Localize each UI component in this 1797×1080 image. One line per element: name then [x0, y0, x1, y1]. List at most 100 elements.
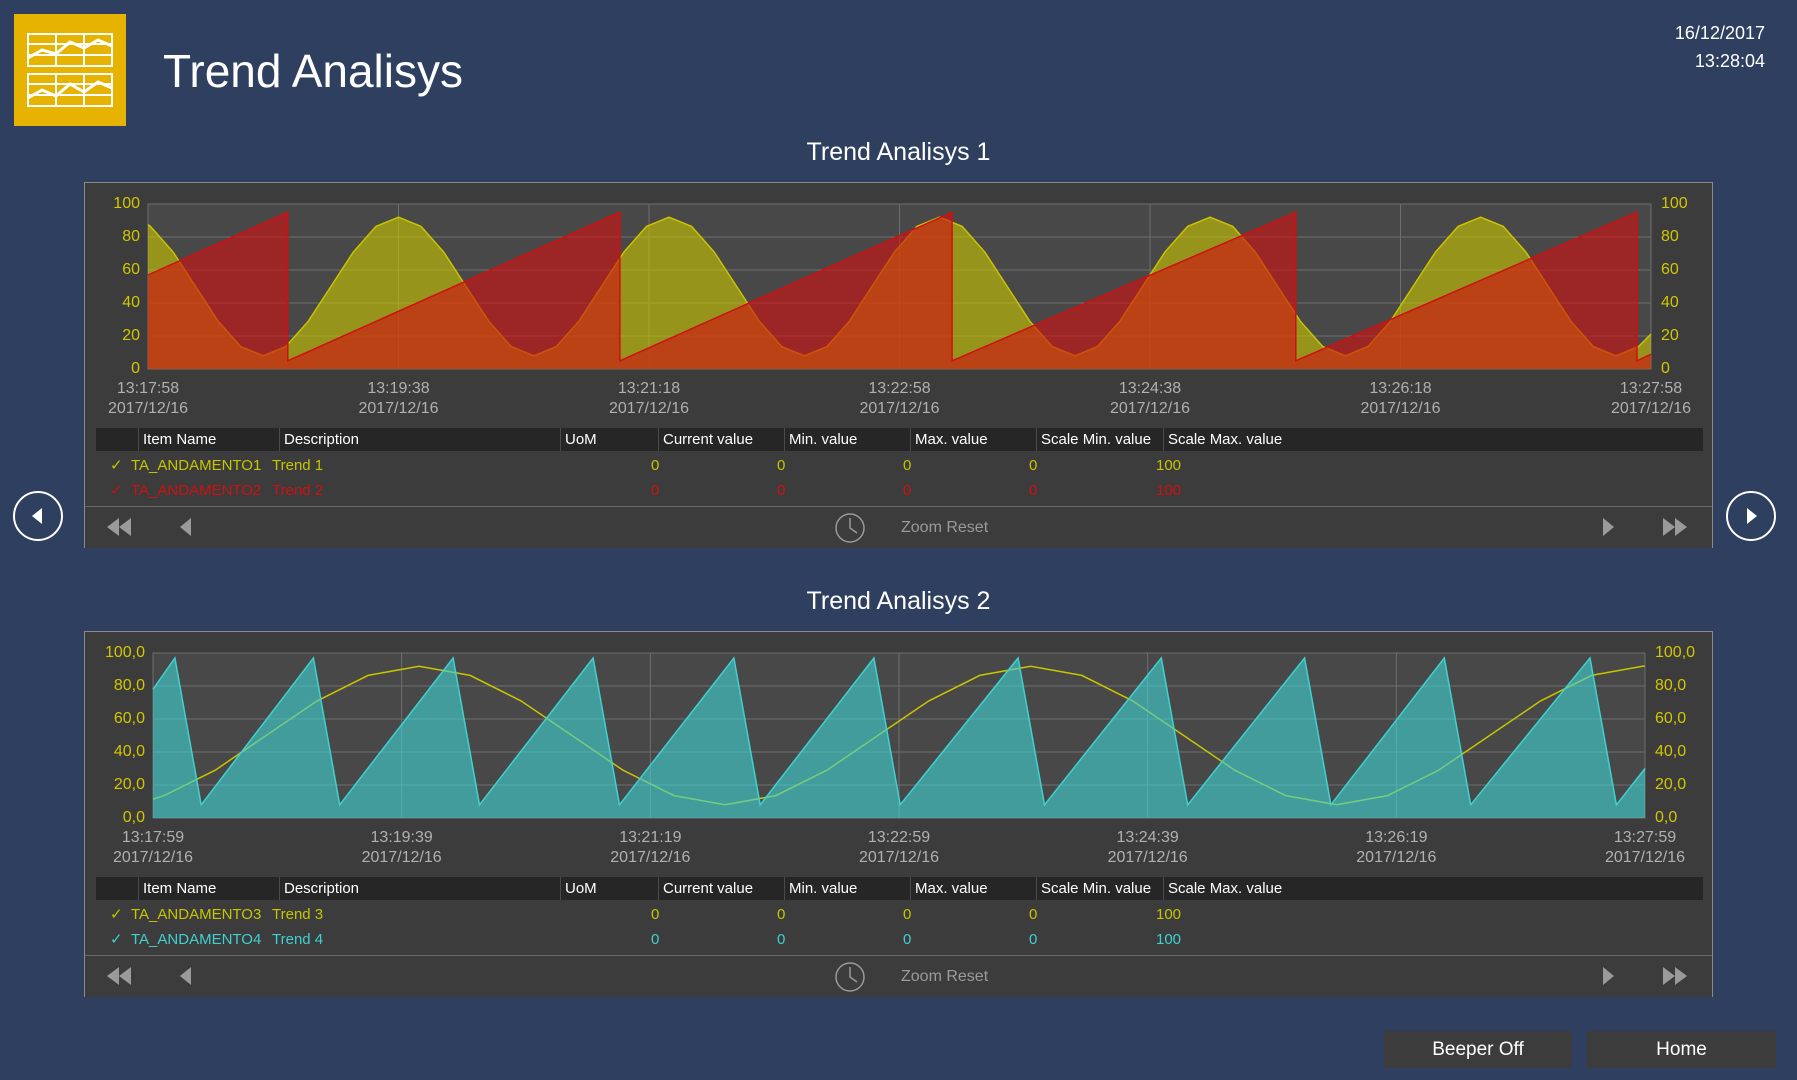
y2-tick-label: 40 [1661, 294, 1679, 311]
series-area [148, 212, 1651, 369]
rewind-button[interactable] [119, 518, 131, 536]
cell-current: 0 [651, 931, 660, 948]
cell-scale-min: 0 [1029, 931, 1038, 948]
column-header: UoM [560, 428, 597, 451]
trend-plot: 0,0 20,0 40,0 60,0 80,0 100,0 0,0 20,0 40,0 60,0 8… [105, 644, 1695, 826]
y2-tick-label: 40,0 [1655, 743, 1686, 760]
series-line [152, 656, 1646, 807]
x-tick-label: 13:22:58 2017/12/16 [859, 380, 940, 417]
nav-bar: Zoom Reset [85, 955, 1712, 997]
nav-bar: Zoom Reset [85, 506, 1712, 548]
y-tick-label: 100 [113, 195, 140, 212]
row-check[interactable]: ✓ [110, 482, 123, 499]
column-header: Max. value [910, 428, 988, 451]
column-header: Min. value [784, 428, 857, 451]
date: 16/12/2017 [1674, 23, 1765, 43]
fast-forward-button[interactable] [1663, 518, 1675, 536]
cell-max: 0 [903, 931, 912, 948]
x-tick-label: 13:27:59 2017/12/16 [1604, 829, 1686, 866]
column-header: Item Name [138, 428, 216, 451]
cell-scale-max: 100 [1156, 457, 1182, 474]
trend-plot: 0 20 40 60 80 100 0 20 40 60 80 100 [113, 195, 1688, 377]
zoom-clock-icon [835, 962, 865, 992]
zoom-reset-button[interactable]: Zoom Reset [901, 968, 989, 985]
cell-scale-min: 0 [1029, 906, 1038, 923]
column-header: Scale Max. value [1163, 428, 1282, 451]
cell-min: 0 [777, 931, 786, 948]
fast-forward-button[interactable] [1675, 518, 1687, 536]
rewind-button[interactable] [107, 967, 119, 985]
row-check[interactable]: ✓ [110, 931, 123, 948]
rewind-button[interactable] [119, 967, 131, 985]
y2-tick-label: 100 [1661, 195, 1688, 212]
y-tick-label: 60,0 [114, 710, 145, 727]
column-header: Scale Max. value [1163, 877, 1282, 900]
next-page-button[interactable] [1725, 490, 1777, 542]
zoom-clock-icon [835, 513, 865, 543]
column-header: Current value [658, 877, 753, 900]
nav-icons [107, 513, 1687, 543]
row-check[interactable]: ✓ [110, 457, 123, 474]
chart-title: Trend Analisys 2 [806, 587, 991, 615]
fast-forward-button[interactable] [1675, 967, 1687, 985]
page-title: Trend Analisys [163, 45, 463, 97]
x-tick-label: 13:26:18 2017/12/16 [1360, 380, 1441, 417]
prev-button[interactable] [180, 518, 191, 536]
y2-tick-label: 60 [1661, 261, 1679, 278]
x-tick-label: 13:21:18 2017/12/16 [608, 380, 690, 417]
series-area [153, 658, 1645, 818]
app-logo [14, 14, 126, 126]
x-tick-label: 13:19:38 2017/12/16 [358, 380, 439, 417]
next-button[interactable] [1603, 518, 1614, 536]
prev-page-button[interactable] [12, 490, 64, 542]
cell-name: Trend 2 [272, 482, 324, 499]
y2-tick-label: 0 [1661, 360, 1670, 377]
x-tick-label: 13:19:39 2017/12/16 [361, 829, 442, 866]
table-rows: ✓ TA_ANDAMENTO3 Trend 3 0 0 0 0 100 ✓ TA_ANDAMENT… [85, 900, 1712, 955]
home-button[interactable]: Home [1587, 1031, 1776, 1068]
y-tick-label: 40,0 [114, 743, 145, 760]
y-tick-label: 40 [122, 294, 140, 311]
x-tick-label: 13:21:19 2017/12/16 [610, 829, 691, 866]
y2-tick-label: 0,0 [1655, 809, 1677, 826]
x-tick-label: 13:17:59 2017/12/16 [112, 829, 194, 866]
series-line [147, 211, 1652, 362]
column-header: Max. value [910, 877, 988, 900]
y-tick-label: 60 [122, 261, 140, 278]
row-check[interactable]: ✓ [110, 906, 123, 923]
zoom-reset-button[interactable]: Zoom Reset [901, 519, 989, 536]
cell-scale-max: 100 [1156, 906, 1182, 923]
x-tick-label: 13:24:38 2017/12/16 [1109, 380, 1191, 417]
cell-current: 0 [651, 457, 660, 474]
rewind-button[interactable] [107, 518, 119, 536]
x-tick-label: 13:24:39 2017/12/16 [1107, 829, 1188, 866]
nav-icons [107, 962, 1687, 992]
column-header: Scale Min. value [1036, 428, 1151, 451]
cell-max: 0 [903, 482, 912, 499]
beeper-button[interactable]: Beeper Off [1384, 1031, 1572, 1068]
cell-max: 0 [903, 457, 912, 474]
column-header: Scale Min. value [1036, 877, 1151, 900]
cell-scale-max: 100 [1156, 482, 1182, 499]
cell-current: 0 [651, 482, 660, 499]
cell-min: 0 [777, 457, 786, 474]
cell-min: 0 [777, 906, 786, 923]
cell-scale-min: 0 [1029, 482, 1038, 499]
next-button[interactable] [1603, 967, 1614, 985]
y2-tick-label: 20 [1661, 327, 1679, 344]
zoom-clock-hands [849, 518, 858, 534]
x-tick-label: 13:17:58 2017/12/16 [107, 380, 189, 417]
column-header: Description [279, 877, 359, 900]
zoom-clock-hands [849, 967, 858, 983]
fast-forward-button[interactable] [1663, 967, 1675, 985]
prev-button[interactable] [180, 967, 191, 985]
cell-scale-max: 100 [1156, 931, 1182, 948]
x-tick-label: 13:22:59 2017/12/16 [858, 829, 940, 866]
y-tick-label: 80,0 [114, 677, 145, 694]
y-tick-label: 0,0 [123, 809, 145, 826]
x-tick-label: 13:26:19 2017/12/16 [1356, 829, 1437, 866]
column-header: Description [279, 428, 359, 451]
cell-item: TA_ANDAMENTO3 [131, 906, 262, 923]
column-header: Current value [658, 428, 753, 451]
